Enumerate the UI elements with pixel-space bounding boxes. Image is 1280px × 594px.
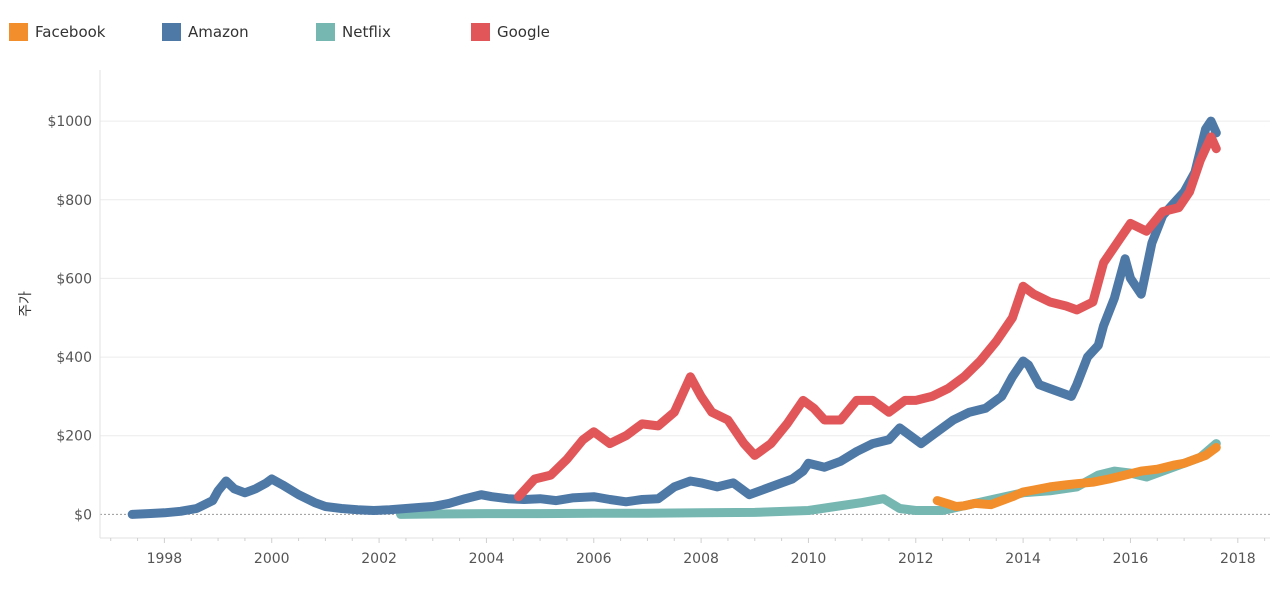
legend-item-amazon[interactable]: Amazon xyxy=(162,22,249,42)
legend-item-facebook[interactable]: Facebook xyxy=(9,22,105,42)
x-tick-label: 2000 xyxy=(254,551,290,567)
legend-label-netflix: Netflix xyxy=(342,23,391,41)
series-lines xyxy=(127,116,1221,519)
legend-item-google[interactable]: Google xyxy=(471,22,550,42)
legend-item-netflix[interactable]: Netflix xyxy=(316,22,391,42)
x-tick-label: 2010 xyxy=(791,551,827,567)
y-tick-label: $600 xyxy=(56,271,92,287)
axes: $0 $200 $400 $600 $800 $1000 1998 2000 2002 2004 2… xyxy=(47,70,1270,567)
y-tick-label: $400 xyxy=(56,350,92,366)
x-tick-label: 2016 xyxy=(1113,551,1149,567)
x-tick-label: 1998 xyxy=(147,551,183,567)
legend-swatch-google xyxy=(471,23,490,41)
x-tick-label: 2006 xyxy=(576,551,612,567)
series-line-google[interactable] xyxy=(514,132,1221,502)
legend-label-amazon: Amazon xyxy=(188,23,249,41)
y-tick-label: $800 xyxy=(56,193,92,209)
legend: Facebook Amazon Netflix Google xyxy=(0,0,1280,60)
y-tick-label: $0 xyxy=(74,507,92,523)
x-tick-label: 2018 xyxy=(1220,551,1256,567)
y-tick-label: $1000 xyxy=(47,114,92,130)
x-tick-label: 2012 xyxy=(898,551,934,567)
x-tick-label: 2014 xyxy=(1005,551,1041,567)
gridlines xyxy=(100,120,1270,515)
x-tick-label: 2008 xyxy=(683,551,719,567)
legend-swatch-amazon xyxy=(162,23,181,41)
legend-label-facebook: Facebook xyxy=(35,23,106,41)
y-tick-label: $200 xyxy=(56,429,92,445)
series-line-amazon[interactable] xyxy=(127,116,1221,519)
x-tick-label: 2002 xyxy=(361,551,397,567)
legend-label-google: Google xyxy=(497,23,550,41)
legend-swatch-netflix xyxy=(316,23,335,41)
legend-swatch-facebook xyxy=(9,23,28,41)
x-tick-label: 2004 xyxy=(469,551,505,567)
y-axis-title: 주가 xyxy=(18,291,34,317)
series-line-facebook[interactable] xyxy=(932,443,1221,511)
